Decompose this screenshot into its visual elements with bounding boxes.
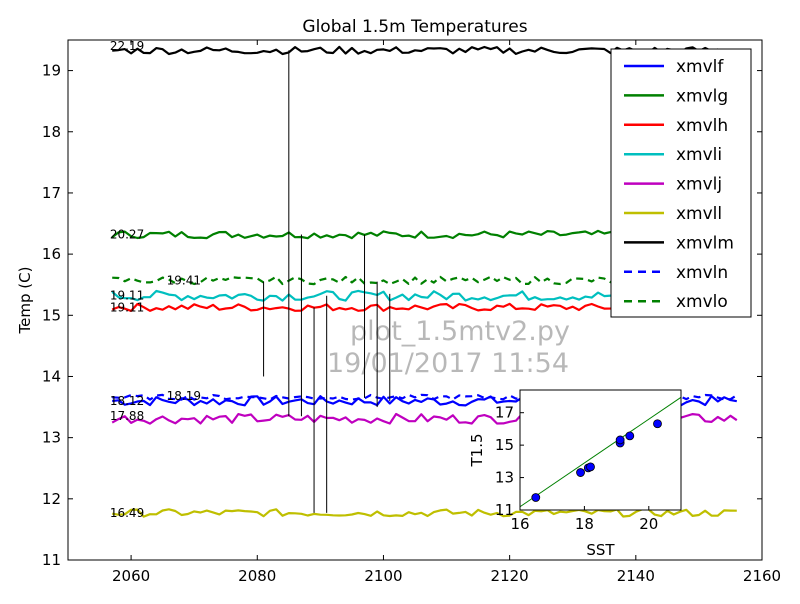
inset-x-tick-label: 20 [639, 515, 658, 533]
inset-x-tick-label: 16 [510, 515, 529, 533]
series-value-label: 18.19 [167, 389, 201, 403]
y-tick-label: 18 [42, 123, 61, 141]
inset-data-point [653, 419, 662, 429]
chart-title: Global 1.5m Temperatures [302, 17, 527, 37]
y-tick-label: 14 [42, 367, 61, 385]
legend-label-xmvln: xmvln [676, 263, 728, 283]
inset-y-tick-label: 11 [495, 501, 514, 519]
inset-x-axis-label: SST [586, 541, 615, 559]
inset-data-point [576, 468, 585, 477]
series-value-label: 19.11 [110, 289, 144, 303]
inset-y-axis-label: T1.5 [468, 433, 486, 467]
series-value-label: 19.11 [110, 300, 144, 314]
y-tick-label: 12 [42, 490, 61, 508]
legend-label-xmvlm: xmvlm [676, 233, 734, 253]
series-value-label: 22.19 [110, 39, 144, 53]
inset-data-point [586, 462, 595, 472]
series-value-label: 20.27 [110, 228, 144, 242]
y-tick-label: 13 [42, 429, 61, 447]
inset-y-tick-label: 15 [495, 436, 514, 454]
legend-label-xmvlh: xmvlh [676, 116, 728, 136]
series-value-label: 16.49 [110, 506, 144, 520]
x-tick-label: 2120 [491, 567, 529, 585]
legend-label-xmvlo: xmvlo [676, 292, 728, 312]
y-tick-label: 19 [42, 62, 61, 80]
legend: xmvlf xmvlg xmvlh xmvli xmvlj xmvll xmvlm xmvln… [610, 48, 752, 318]
y-tick-label: 11 [42, 551, 61, 569]
series-line-xmvll [112, 508, 737, 518]
y-axis-label: Temp (C) [16, 267, 34, 335]
series-line-xmvln [112, 393, 738, 401]
inset-fit-line [519, 396, 682, 508]
watermark-timestamp: 19/01/2017 11:54 [327, 348, 569, 379]
y-tick-label: 15 [42, 306, 61, 324]
x-tick-label: 2140 [617, 567, 655, 585]
legend-label-xmvlj: xmvlj [676, 175, 722, 195]
x-tick-label: 2080 [238, 567, 276, 585]
inset-y-tick-label: 17 [495, 404, 514, 422]
legend-label-xmvlf: xmvlf [676, 57, 724, 77]
series-value-label: 17.88 [110, 409, 144, 423]
y-tick-label: 17 [42, 184, 61, 202]
series-value-label: 18.12 [110, 394, 144, 408]
axes-frame [67, 39, 763, 561]
inset-x-tick-label: 18 [575, 515, 594, 533]
watermark-script-name: plot_1.5mtv2.py [350, 316, 570, 347]
inset-data-point [531, 493, 541, 502]
inset-data-point [625, 431, 635, 441]
x-tick-label: 2100 [364, 567, 402, 585]
inset-scatter-plot: 16 18 20 11 13 15 17 SST T1.5 [468, 389, 682, 559]
series-value-label: 19.41 [167, 273, 201, 287]
legend-label-xmvll: xmvll [676, 204, 722, 224]
x-tick-label: 2060 [112, 567, 150, 585]
legend-label-xmvli: xmvli [676, 145, 722, 165]
inset-plot-area [520, 390, 681, 510]
y-tick-label: 16 [42, 245, 61, 263]
legend-label-xmvlg: xmvlg [676, 86, 728, 106]
inset-data-point [615, 435, 625, 445]
x-tick-label: 2160 [743, 567, 781, 585]
inset-y-tick-label: 13 [495, 469, 514, 487]
inset-axes-frame [519, 389, 682, 511]
